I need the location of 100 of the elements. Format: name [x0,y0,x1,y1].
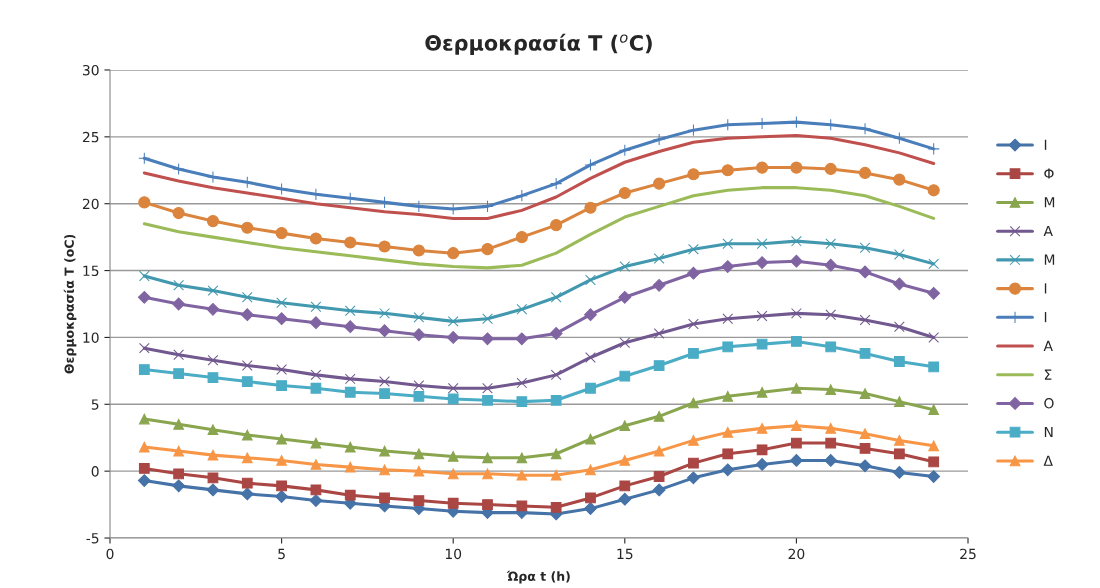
x-tick-label: 20 [788,548,805,560]
point [928,258,940,270]
point [378,240,391,253]
point [791,420,802,432]
point [550,501,562,513]
point [755,256,769,269]
point [585,274,596,286]
point [688,348,699,359]
point [207,424,219,436]
point [276,364,287,375]
point [791,307,802,319]
point [892,466,906,479]
point [549,327,563,340]
point [379,307,390,319]
point [791,437,802,449]
point [927,184,940,197]
point [310,437,322,449]
x-tick-label: 5 [278,548,285,560]
point [550,291,562,303]
point [344,386,356,398]
point [482,394,493,406]
point [755,458,769,471]
point [240,487,254,501]
x-tick-label: 15 [617,548,633,560]
y-tick-label: 10 [83,332,99,343]
point [928,456,940,468]
legend-label: Ν [1044,426,1053,438]
point [550,369,562,381]
point [893,448,905,460]
point [618,492,632,506]
legend-label: Α [1043,225,1053,237]
point [310,459,322,470]
point [756,386,768,398]
point [310,382,322,394]
point [447,316,459,327]
point [688,397,699,409]
point [756,161,769,174]
point [893,173,906,186]
point [756,422,768,434]
point [309,316,323,330]
point [619,370,631,382]
point [138,270,150,282]
y-axis-title: Θερμοκρασία T (oC) [63,234,77,374]
point [859,388,871,399]
point [653,328,665,339]
point [447,497,459,509]
point [310,301,322,313]
point [172,162,185,176]
point [928,404,940,416]
point [550,448,562,460]
point [206,302,220,316]
point [206,170,220,184]
point [722,238,734,250]
chart-title: Θερμοκρασία T ($^{o}$C) [425,33,652,55]
point [516,377,528,389]
point [206,215,220,228]
point [516,500,528,512]
point [275,312,289,326]
point [138,413,150,425]
point [756,310,768,322]
point [927,286,941,300]
point [482,468,493,480]
point [379,445,390,457]
point [515,231,528,244]
point [413,390,425,402]
point [515,332,529,346]
point [584,502,597,516]
point [173,418,185,430]
point [172,297,186,311]
point [516,303,528,315]
x-tick-label: 10 [445,548,462,560]
point [310,484,322,496]
legend-label: Σ [1044,369,1052,380]
point [825,341,837,353]
point [721,260,735,273]
point [688,318,699,330]
point [858,265,872,279]
point [207,472,219,484]
point [789,254,803,268]
point [893,356,905,367]
point [173,349,185,361]
point [515,189,528,202]
point [413,311,425,323]
point [687,471,700,485]
point [241,376,253,387]
point [137,290,151,304]
point [379,376,390,387]
point [721,463,735,477]
point [893,435,905,446]
point [756,444,768,456]
point [619,480,631,492]
point [138,441,150,453]
point [619,455,631,466]
point [276,455,287,466]
point [824,258,838,272]
point [653,471,665,482]
point [825,422,837,434]
point [722,341,734,353]
point [688,457,699,469]
point [858,122,872,135]
